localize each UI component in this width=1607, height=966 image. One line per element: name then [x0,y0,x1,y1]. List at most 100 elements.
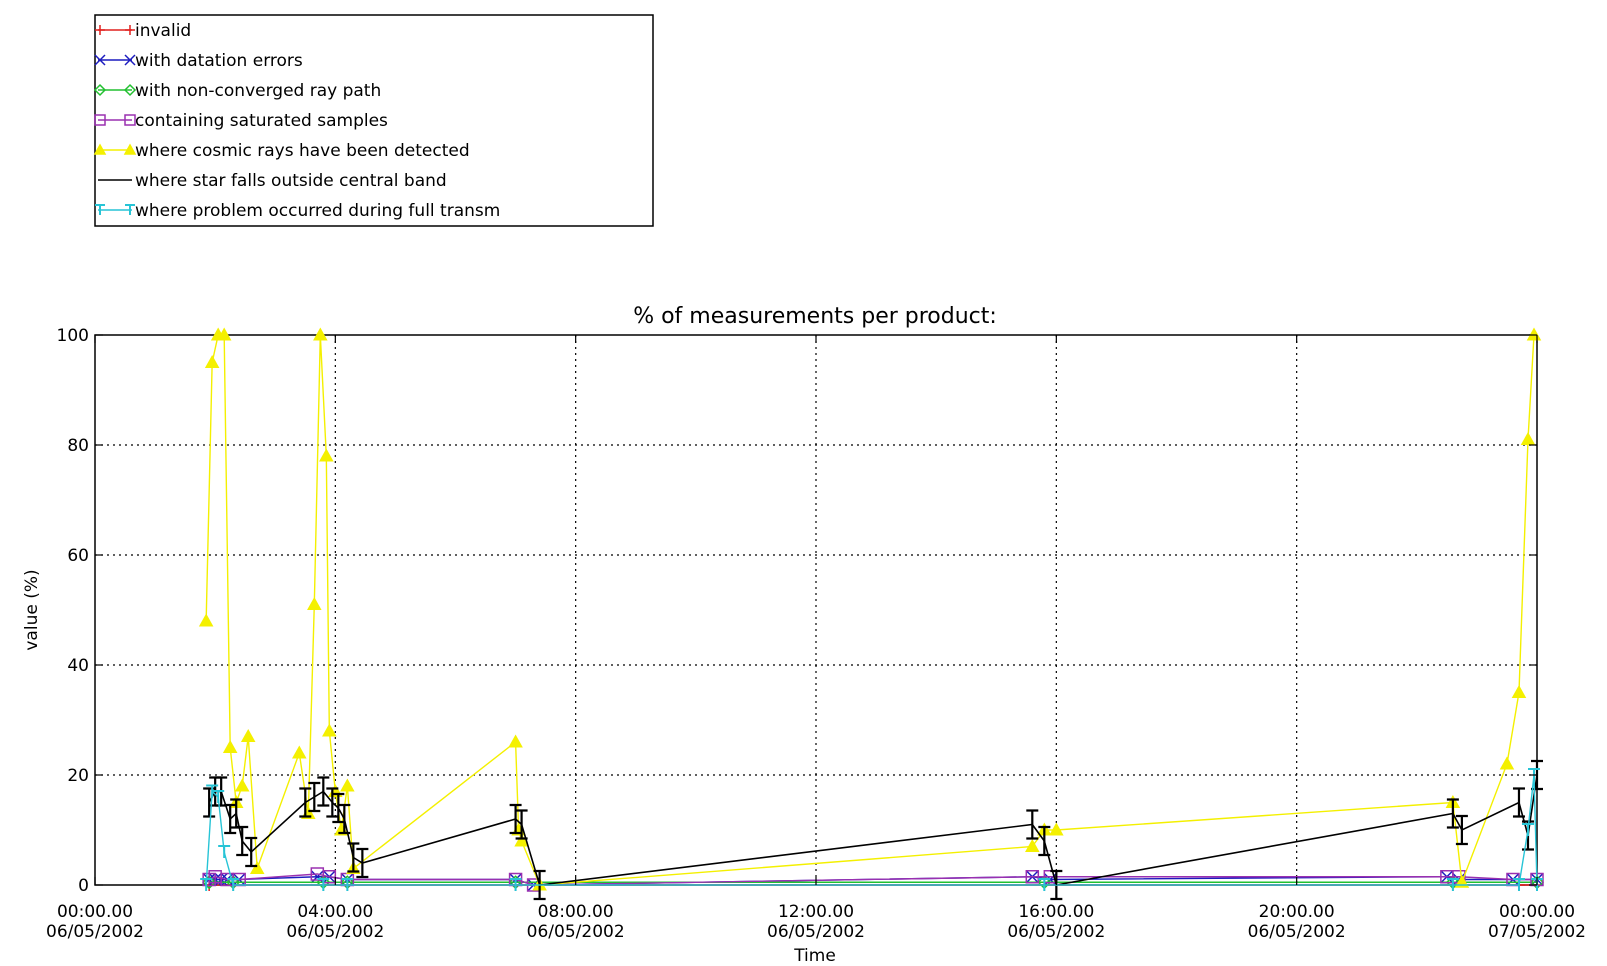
series-marker-errorbar [1026,809,1039,840]
x-axis-ticks: 00:00.0006/05/200204:00.0006/05/200208:0… [46,335,1586,942]
series-marker-triangle [216,327,232,341]
series-marker-errorbar [245,836,258,868]
x-tick-label-date: 07/05/2002 [1488,922,1586,942]
legend-item: where problem occurred during full trans… [95,201,500,221]
series-line [208,873,1537,886]
series-line [205,774,1538,886]
x-axis-label: Time [793,946,836,966]
series-marker-triangle [514,833,529,847]
series-marker-triangle [292,745,307,759]
series-line [209,876,1537,886]
series-marker-triangle [234,778,250,792]
series-marker-square [1025,870,1040,884]
series-marker-errorbar [356,847,369,879]
x-tick-label-date: 06/05/2002 [46,922,144,942]
y-tick-label: 60 [67,546,89,566]
series-marker-bar [95,204,105,215]
series-marker-errorbar [1512,787,1525,818]
x-tick-label-date: 06/05/2002 [527,922,625,942]
y-tick-label: 40 [67,656,89,676]
series-marker-cross [124,54,136,66]
y-tick-label: 0 [78,876,89,896]
legend-label: where problem occurred during full trans… [135,201,500,221]
series-marker-errorbar [515,809,528,840]
series-marker-triangle [240,728,256,743]
series-marker-bar [509,878,522,891]
legend-item: with datation errors [94,51,303,71]
x-tick-label-time: 04:00.00 [297,902,373,922]
legend-item: with non-converged ray path [93,81,381,101]
series-marker-cross [94,54,106,66]
series-marker-triangle [1025,838,1040,853]
series-marker-triangle [204,354,220,369]
series-marker-triangle [340,778,355,792]
series-marker-errorbar [1038,825,1051,857]
chart-title: % of measurements per product: [633,304,997,329]
series-marker-diamond [93,83,107,97]
legend-items: invalid with datation errors with non-conv… [93,21,500,221]
series-5 [203,759,1543,901]
series-marker-bar [1521,823,1534,836]
series-marker-bar [1446,878,1459,891]
legend-label: where star falls outside central band [135,171,447,191]
series-marker-bar [227,878,240,891]
series-marker-plus [125,25,135,35]
y-axis-ticks: 0 20 40 60 80 100 [57,326,1537,896]
legend-item: invalid [95,21,191,41]
y-tick-label: 80 [67,436,89,456]
series-marker-triangle [1520,431,1536,446]
series-marker-triangle [123,143,137,155]
series-marker-bar [212,790,225,803]
series-marker-triangle [1511,684,1527,699]
series-marker-plus [95,25,105,35]
series-marker-triangle [313,327,328,341]
series-3 [202,867,1544,892]
series-marker-diamond [123,83,137,97]
x-tick-label-time: 16:00.00 [1018,902,1094,922]
legend-box [94,14,654,227]
legend-label: with datation errors [135,51,303,71]
series-marker-triangle [93,143,107,155]
series-4 [198,327,1542,891]
series-group [198,327,1545,901]
x-tick-label-date: 06/05/2002 [1248,922,1346,942]
series-marker-bar [1038,878,1051,891]
x-tick-label-date: 06/05/2002 [286,922,384,942]
x-tick-label-time: 12:00.00 [778,902,854,922]
series-marker-square [124,114,136,126]
series-marker-triangle [319,448,334,462]
series-1 [202,870,1544,892]
legend-label: invalid [135,21,191,41]
series-marker-bar [341,878,354,891]
x-tick-label-time: 20:00.00 [1259,902,1335,922]
series-marker-errorbar [224,803,237,835]
series-marker-errorbar [1446,798,1459,829]
series-marker-bar [1512,878,1525,891]
series-marker-triangle [322,723,337,737]
series-marker-errorbar [317,776,330,807]
legend-item: where star falls outside central band [98,171,447,191]
series-marker-square [322,870,337,884]
series-marker-triangle [249,860,265,875]
legend-label: where cosmic rays have been detected [135,141,470,161]
series-marker-bar [200,878,213,891]
series-marker-errorbar [326,787,339,818]
x-tick-label-time: 08:00.00 [538,902,614,922]
x-tick-label-time: 00:00.00 [1499,902,1575,922]
x-tick-label-date: 06/05/2002 [767,922,865,942]
x-tick-label-date: 06/05/2002 [1007,922,1105,942]
y-axis-label: value (%) [22,569,42,650]
series-line [208,774,1538,886]
y-tick-label: 100 [57,326,89,346]
series-marker-bar [125,204,135,215]
legend-label: with non-converged ray path [135,81,381,101]
y-tick-label: 20 [67,766,89,786]
legend-label: containing saturated samples [135,111,388,131]
series-marker-errorbar [308,781,321,813]
series-marker-errorbar [347,842,360,873]
series-marker-errorbar [332,792,345,824]
series-6 [200,768,1543,891]
series-marker-triangle [307,596,322,611]
series-2 [202,875,1545,890]
